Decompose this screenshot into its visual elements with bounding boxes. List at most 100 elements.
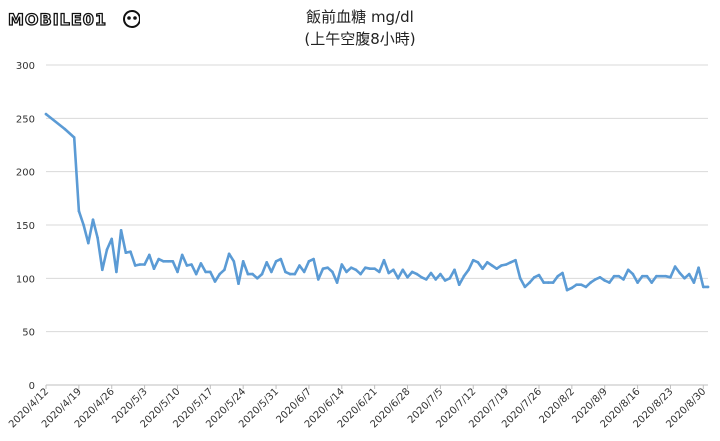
data-point	[96, 236, 99, 240]
data-point	[429, 271, 433, 275]
data-point	[255, 277, 259, 280]
data-point	[190, 263, 193, 266]
data-point	[702, 285, 705, 289]
data-point	[425, 278, 428, 281]
data-point	[133, 264, 137, 267]
mobile01-logo: MOBILE01	[7, 6, 141, 32]
data-point	[650, 281, 653, 284]
data-point	[542, 281, 545, 284]
data-point	[439, 272, 442, 276]
data-point	[87, 241, 90, 245]
y-tick-label: 100	[16, 274, 35, 285]
data-point	[622, 278, 625, 281]
data-point	[448, 277, 452, 280]
data-point	[476, 261, 480, 264]
data-point	[223, 268, 226, 272]
data-point	[241, 260, 245, 263]
gridlines	[46, 64, 708, 333]
data-point	[265, 261, 269, 264]
data-point	[148, 253, 151, 257]
data-point	[528, 281, 531, 284]
data-point	[260, 272, 264, 276]
data-point	[110, 237, 113, 241]
data-point	[518, 277, 522, 280]
data-point	[77, 209, 81, 213]
data-point	[608, 281, 611, 284]
data-point	[495, 267, 499, 271]
data-point	[354, 268, 358, 272]
data-point	[72, 136, 76, 139]
data-point	[490, 264, 494, 267]
data-point	[481, 267, 484, 271]
data-point	[115, 270, 118, 274]
chart-title-block: 飯前血糖 mg/dl (上午空腹8小時)	[0, 6, 720, 50]
data-point	[293, 272, 297, 276]
data-point	[331, 270, 334, 274]
data-point	[565, 288, 569, 292]
data-point	[326, 266, 330, 270]
data-point	[486, 261, 489, 264]
data-point	[288, 272, 292, 276]
data-point	[82, 223, 85, 227]
data-point	[63, 127, 67, 131]
data-point	[636, 281, 639, 284]
data-point	[157, 257, 160, 261]
data-point	[345, 270, 348, 274]
data-point	[537, 273, 541, 277]
data-point	[246, 272, 250, 276]
data-point	[589, 281, 592, 284]
data-point	[556, 274, 560, 278]
data-point	[317, 278, 320, 281]
data-point	[579, 283, 583, 287]
data-point	[251, 272, 254, 276]
data-point	[199, 262, 203, 265]
data-point	[232, 260, 236, 263]
data-point	[500, 264, 503, 267]
data-point	[410, 270, 414, 274]
data-point	[434, 278, 438, 281]
data-point	[213, 280, 217, 283]
data-point	[138, 263, 142, 266]
data-point	[509, 261, 513, 264]
data-point	[185, 264, 189, 267]
data-point	[692, 281, 696, 284]
data-point	[659, 274, 663, 278]
data-point	[598, 276, 602, 279]
data-point	[396, 277, 400, 280]
data-point	[453, 268, 456, 272]
data-point	[669, 276, 672, 279]
data-point	[457, 283, 461, 287]
data-point	[270, 270, 273, 274]
logo-wordmark: MOBILE01	[8, 10, 107, 29]
data-point	[373, 267, 377, 271]
data-point	[406, 276, 409, 279]
y-axis-ticks: 0 50 100 150 200 250 300	[16, 61, 35, 392]
data-point	[218, 272, 221, 276]
data-point	[687, 272, 691, 276]
data-point	[194, 272, 198, 276]
data-point	[91, 218, 95, 221]
y-tick-label: 250	[16, 114, 35, 125]
data-point	[467, 268, 470, 272]
data-point	[166, 260, 170, 263]
data-point	[364, 266, 367, 270]
data-point	[162, 260, 165, 263]
data-point	[321, 267, 325, 271]
data-point	[204, 270, 207, 274]
data-point	[551, 281, 555, 284]
data-point	[105, 248, 109, 251]
data-point	[340, 263, 344, 266]
data-point	[302, 270, 306, 274]
data-point	[603, 279, 606, 282]
data-point	[645, 274, 649, 278]
data-point	[129, 250, 132, 253]
data-point	[664, 274, 667, 278]
data-point	[514, 258, 517, 262]
y-tick-label: 150	[16, 221, 35, 232]
data-point	[471, 258, 475, 262]
data-point	[706, 285, 710, 289]
series-layer	[44, 112, 710, 292]
data-point	[284, 270, 287, 274]
chart-subtitle: (上午空腹8小時)	[304, 30, 416, 48]
